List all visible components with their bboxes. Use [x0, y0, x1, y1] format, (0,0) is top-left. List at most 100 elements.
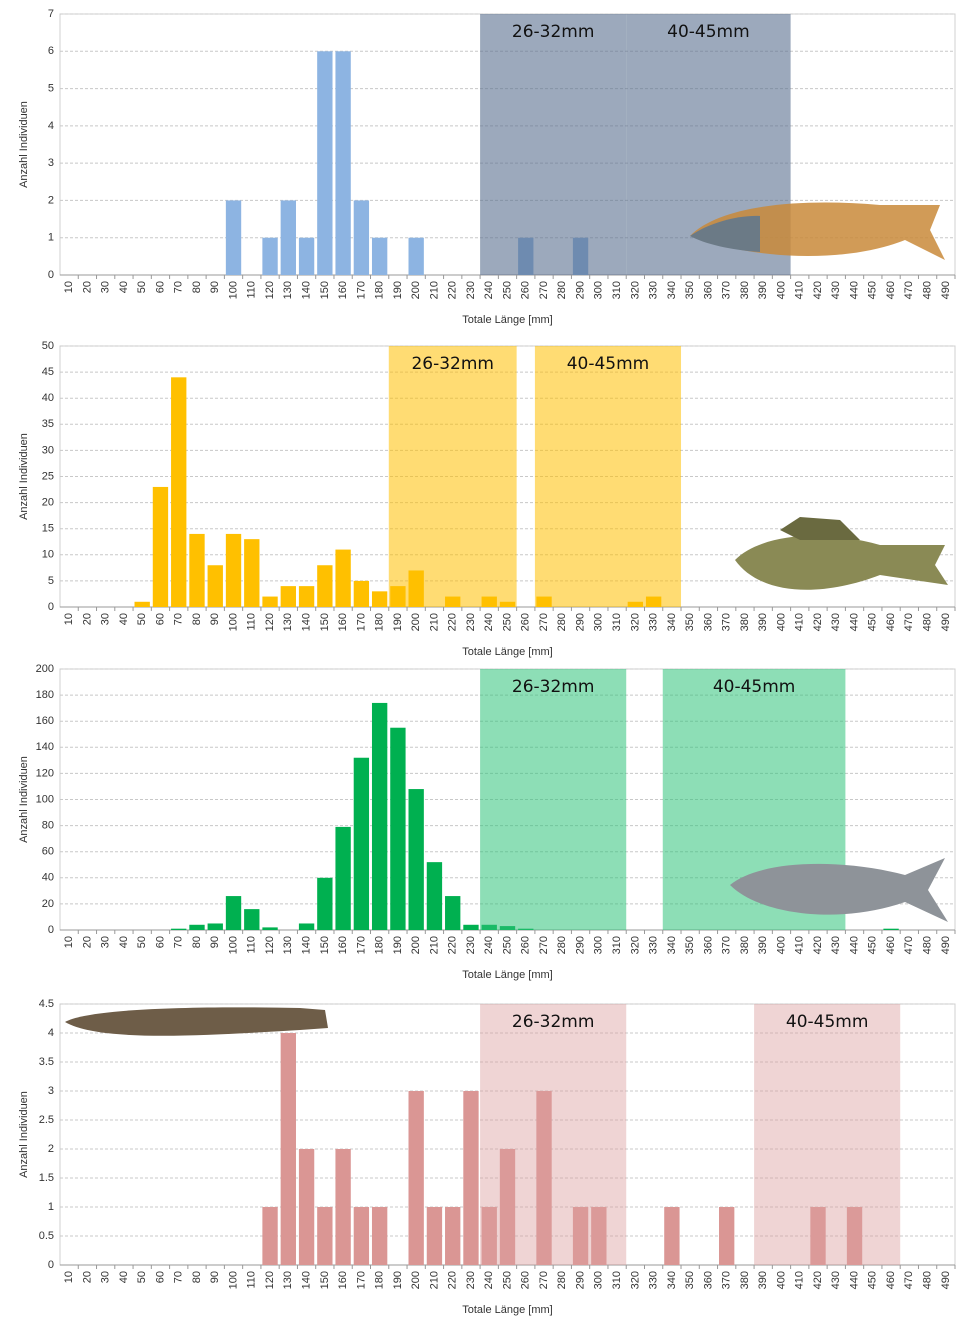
bar	[226, 200, 241, 275]
x-tick-label: 490	[940, 613, 952, 631]
bar	[262, 927, 277, 930]
x-tick-label: 340	[666, 936, 678, 954]
bar	[409, 789, 424, 930]
size-range-shade	[535, 346, 681, 607]
x-tick-label: 440	[848, 936, 860, 954]
y-tick-label: 3	[48, 157, 54, 169]
x-tick-label: 480	[922, 281, 934, 299]
x-tick-label: 290	[574, 936, 586, 954]
x-tick-label: 230	[465, 1271, 477, 1289]
bar	[335, 550, 350, 607]
x-tick-label: 400	[775, 936, 787, 954]
y-tick-label: 0	[48, 601, 54, 613]
bar	[664, 1207, 679, 1265]
x-tick-label: 410	[794, 936, 806, 954]
x-tick-label: 130	[282, 936, 294, 954]
x-tick-label: 50	[136, 613, 148, 625]
y-tick-label: 120	[36, 767, 54, 779]
x-tick-label: 110	[246, 936, 258, 954]
size-range-shade	[480, 14, 626, 275]
x-tick-label: 480	[922, 613, 934, 631]
bar	[281, 200, 296, 275]
x-tick-label: 360	[702, 1271, 714, 1289]
x-tick-label: 390	[757, 613, 769, 631]
x-tick-label: 280	[556, 281, 568, 299]
x-tick-label: 60	[154, 281, 166, 293]
y-axis-title: Anzahl Individuen	[18, 756, 30, 843]
x-tick-label: 450	[867, 281, 879, 299]
x-tick-label: 210	[428, 1271, 440, 1289]
x-axis-title: Totale Länge [mm]	[462, 1304, 553, 1316]
x-tick-label: 230	[465, 936, 477, 954]
x-tick-label: 40	[118, 281, 130, 293]
y-tick-label: 4.5	[39, 998, 54, 1010]
y-tick-label: 160	[36, 715, 54, 727]
x-tick-label: 420	[812, 281, 824, 299]
x-axis-title: Totale Länge [mm]	[462, 314, 553, 326]
y-tick-label: 2	[48, 1143, 54, 1155]
x-tick-label: 310	[611, 936, 623, 954]
x-tick-label: 360	[702, 936, 714, 954]
y-tick-label: 30	[42, 444, 54, 456]
x-tick-label: 180	[374, 1271, 386, 1289]
x-tick-label: 300	[593, 936, 605, 954]
x-tick-label: 210	[428, 281, 440, 299]
bar	[153, 487, 168, 607]
x-tick-label: 350	[684, 613, 696, 631]
bar	[262, 1207, 277, 1265]
histogram-panel: 0510152025303540455010203040506070809010…	[18, 340, 955, 658]
x-tick-label: 100	[227, 1271, 239, 1289]
x-tick-label: 260	[520, 1271, 532, 1289]
bar	[372, 703, 387, 930]
x-tick-label: 270	[538, 936, 550, 954]
x-tick-label: 130	[282, 1271, 294, 1289]
y-tick-label: 180	[36, 689, 54, 701]
bar	[354, 758, 369, 930]
bar	[244, 909, 259, 930]
y-tick-label: 200	[36, 663, 54, 675]
bar	[299, 238, 314, 275]
x-tick-label: 490	[940, 1271, 952, 1289]
x-tick-label: 200	[410, 613, 422, 631]
bar	[335, 827, 350, 930]
x-tick-label: 200	[410, 281, 422, 299]
x-tick-label: 220	[447, 281, 459, 299]
x-tick-label: 470	[903, 936, 915, 954]
y-tick-label: 2	[48, 194, 54, 206]
x-tick-label: 290	[574, 613, 586, 631]
x-tick-label: 50	[136, 1271, 148, 1283]
bar	[445, 1207, 460, 1265]
fish-illustration	[735, 517, 948, 590]
size-range-shade	[389, 346, 517, 607]
x-tick-label: 300	[593, 1271, 605, 1289]
y-tick-label: 100	[36, 793, 54, 805]
y-tick-label: 40	[42, 392, 54, 404]
x-tick-label: 80	[191, 281, 203, 293]
histogram-panel: 00.511.522.533.544.510203040506070809010…	[18, 998, 955, 1316]
x-tick-label: 350	[684, 936, 696, 954]
x-tick-label: 230	[465, 613, 477, 631]
y-tick-label: 20	[42, 898, 54, 910]
x-axis-title: Totale Länge [mm]	[462, 969, 553, 981]
x-tick-label: 300	[593, 613, 605, 631]
x-tick-label: 260	[520, 613, 532, 631]
x-tick-label: 30	[100, 281, 112, 293]
size-range-shade	[754, 1004, 900, 1265]
x-tick-label: 240	[483, 936, 495, 954]
y-tick-label: 140	[36, 741, 54, 753]
bar	[189, 534, 204, 607]
x-tick-label: 180	[374, 613, 386, 631]
x-tick-label: 240	[483, 281, 495, 299]
y-tick-label: 3	[48, 1085, 54, 1097]
bar	[171, 377, 186, 607]
x-tick-label: 20	[81, 281, 93, 293]
x-tick-label: 460	[885, 1271, 897, 1289]
x-tick-label: 250	[501, 613, 513, 631]
bar	[226, 534, 241, 607]
bar	[317, 1207, 332, 1265]
x-tick-label: 180	[374, 281, 386, 299]
x-tick-label: 200	[410, 1271, 422, 1289]
x-tick-label: 380	[739, 281, 751, 299]
size-range-label: 26-32mm	[512, 22, 595, 42]
chart-page: 0123456710203040506070809010011012013014…	[0, 0, 958, 1320]
